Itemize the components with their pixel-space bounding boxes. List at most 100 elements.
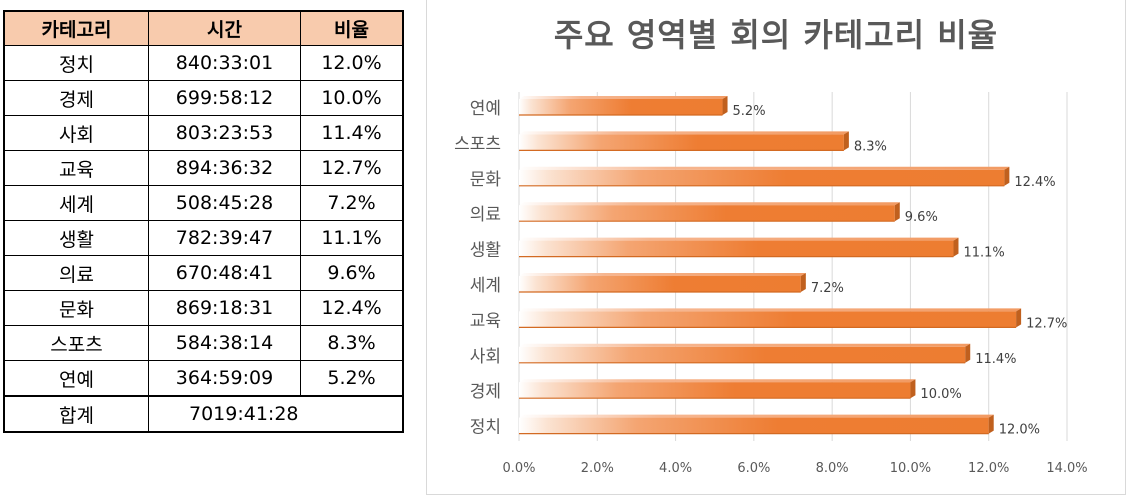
data-label: 11.1% — [963, 246, 1004, 261]
cell-time: 670:48:41 — [148, 255, 301, 291]
bar — [519, 311, 1017, 328]
cell-ratio: 11.4% — [300, 115, 404, 151]
category-label: 스포츠 — [454, 134, 501, 154]
cell-time: 840:33:01 — [148, 45, 301, 81]
cell-time: 894:36:32 — [148, 150, 301, 186]
category-label: 사회 — [470, 347, 501, 367]
bar-side — [988, 414, 994, 434]
cell-category: 세계 — [3, 185, 149, 221]
cell-category: 사회 — [3, 115, 149, 151]
bar — [519, 205, 895, 222]
header-category: 카테고리 — [3, 10, 149, 46]
cell-ratio: 7.2% — [300, 185, 404, 221]
total-time: 7019:41:28 — [148, 395, 404, 433]
cell-ratio: 12.7% — [300, 150, 404, 186]
header-ratio: 비율 — [300, 10, 404, 46]
bar-side — [722, 96, 728, 115]
bar-top — [519, 237, 959, 241]
cell-ratio: 12.4% — [300, 290, 404, 326]
bar-side — [1016, 308, 1022, 328]
cell-category: 경제 — [3, 80, 149, 116]
x-tick-label: 14.0% — [1046, 461, 1087, 476]
chart-title: 주요 영역별 회의 카테고리 비율 — [553, 16, 999, 54]
x-tick-label: 10.0% — [890, 461, 931, 476]
cell-time: 803:23:53 — [148, 115, 301, 151]
bar-top — [519, 414, 994, 418]
table-row: 정치 840:33:01 12.0% — [3, 45, 404, 81]
cell-category: 정치 — [3, 45, 149, 81]
bar — [519, 169, 1005, 186]
category-label: 문화 — [470, 170, 502, 190]
table-row: 교육 894:36:32 12.7% — [3, 150, 404, 186]
cell-category: 교육 — [3, 150, 149, 186]
x-tick-label: 2.0% — [581, 461, 614, 476]
table-row: 사회 803:23:53 11.4% — [3, 115, 404, 151]
bar — [519, 134, 844, 151]
data-label: 12.0% — [999, 423, 1040, 438]
bar-side — [953, 237, 959, 257]
bar — [519, 240, 954, 257]
table-row: 생활 782:39:47 11.1% — [3, 220, 404, 256]
cell-ratio: 9.6% — [300, 255, 404, 291]
cell-time: 782:39:47 — [148, 220, 301, 256]
bar-side — [894, 202, 900, 222]
cell-ratio: 8.3% — [300, 325, 404, 361]
bar — [519, 417, 989, 434]
category-label: 정치 — [470, 418, 501, 438]
data-table: 카테고리 시간 비율 정치 840:33:01 12.0% 경제 699:58:12 10… — [3, 10, 404, 433]
bar-side — [800, 273, 806, 292]
table-header-row: 카테고리 시간 비율 — [3, 10, 404, 46]
bar-side — [965, 343, 971, 363]
cell-ratio: 5.2% — [300, 360, 404, 397]
cell-category: 생활 — [3, 220, 149, 256]
data-label: 12.7% — [1026, 316, 1067, 331]
cell-time: 508:45:28 — [148, 185, 301, 221]
cell-category: 문화 — [3, 290, 149, 326]
category-label: 의료 — [470, 205, 501, 225]
table-row: 세계 508:45:28 7.2% — [3, 185, 404, 221]
cell-category: 의료 — [3, 255, 149, 291]
bar-top — [519, 379, 916, 383]
cell-time: 584:38:14 — [148, 325, 301, 361]
bar-side — [843, 131, 849, 151]
chart-area: 주요 영역별 회의 카테고리 비율 0.0% 2.0% 4.0% 6.0% 8.0% 10… — [426, 0, 1126, 495]
category-label: 연예 — [470, 99, 501, 119]
bar-chart: 0.0% 2.0% 4.0% 6.0% 8.0% 10.0% 12.0% 14.0% 연예 5.… — [454, 92, 1088, 476]
x-tick-label: 8.0% — [816, 461, 849, 476]
header-time: 시간 — [148, 10, 301, 46]
cell-ratio: 12.0% — [300, 45, 404, 81]
table-row: 문화 869:18:31 12.4% — [3, 290, 404, 326]
table-row: 연예 364:59:09 5.2% — [3, 360, 404, 397]
data-label: 5.2% — [733, 104, 766, 119]
data-label: 10.0% — [920, 387, 961, 402]
category-label: 교육 — [470, 311, 501, 331]
bar-top — [519, 308, 1022, 312]
bar-top — [519, 273, 806, 276]
bar-side — [1004, 166, 1010, 186]
cell-category: 연예 — [3, 360, 149, 397]
cell-time: 699:58:12 — [148, 80, 301, 116]
data-label: 7.2% — [811, 281, 844, 296]
bar — [519, 382, 911, 399]
bar — [519, 276, 801, 292]
cell-time: 869:18:31 — [148, 290, 301, 326]
table-row: 경제 699:58:12 10.0% — [3, 80, 404, 116]
cell-ratio: 11.1% — [300, 220, 404, 256]
table-row: 스포츠 584:38:14 8.3% — [3, 325, 404, 361]
x-tick-label: 6.0% — [737, 461, 770, 476]
category-label: 경제 — [470, 382, 501, 402]
bar — [519, 99, 723, 115]
table-total-row: 합계 7019:41:28 — [3, 395, 404, 433]
data-label: 9.6% — [905, 210, 938, 225]
bar — [519, 346, 966, 363]
bar-side — [910, 379, 916, 399]
category-label: 생활 — [470, 241, 501, 261]
category-table: 카테고리 시간 비율 정치 840:33:01 12.0% 경제 699:58:12 10… — [3, 10, 404, 433]
data-label: 8.3% — [854, 139, 887, 154]
cell-time: 364:59:09 — [148, 360, 301, 397]
data-label: 11.4% — [975, 352, 1016, 367]
total-label: 합계 — [3, 395, 149, 433]
bar-top — [519, 166, 1010, 170]
cell-ratio: 10.0% — [300, 80, 404, 116]
category-label: 세계 — [470, 276, 501, 296]
